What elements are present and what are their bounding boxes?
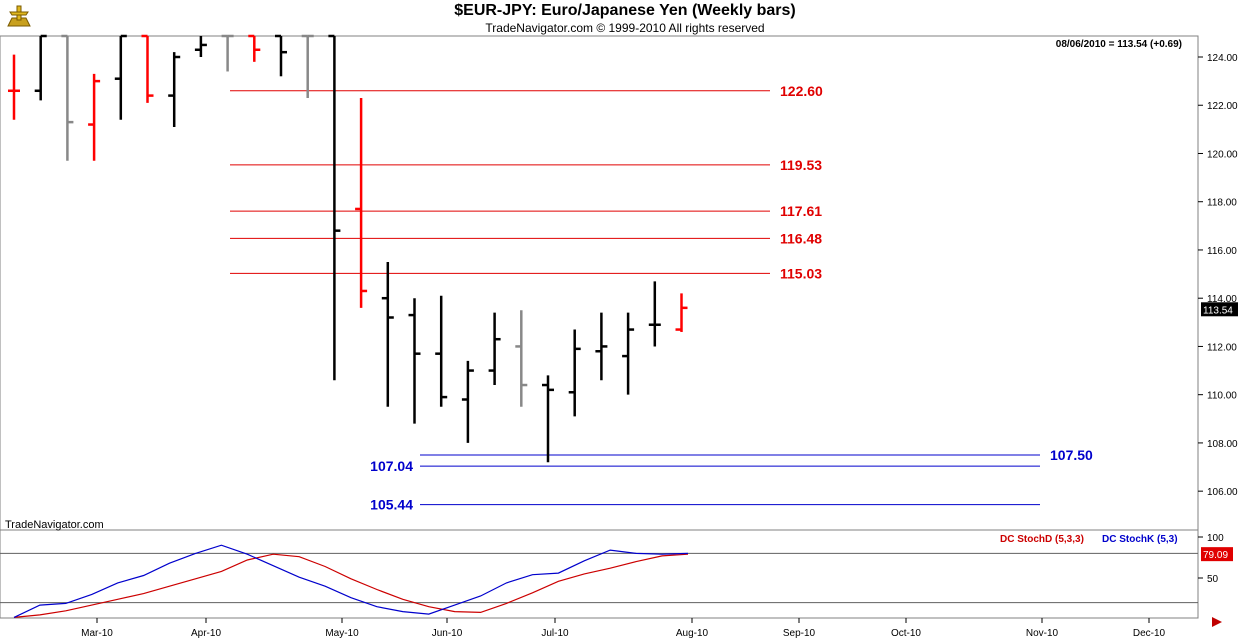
- price-bar: [568, 329, 581, 417]
- time-tick-label: Apr-10: [191, 628, 221, 639]
- chart-subtitle: TradeNavigator.com © 1999-2010 All right…: [485, 21, 765, 35]
- time-tick-label: Aug-10: [676, 628, 709, 639]
- price-tick-label: 110.00: [1207, 391, 1237, 402]
- price-bar: [648, 281, 661, 347]
- stoch-k-line: [13, 544, 689, 618]
- resistance-label: 122.60: [780, 83, 823, 99]
- price-tick-label: 122.00: [1207, 101, 1238, 112]
- time-tick-label: Mar-10: [81, 628, 113, 639]
- price-bar: [675, 293, 688, 332]
- legend-stoch-d: DC StochD (5,3,3): [1000, 534, 1084, 545]
- stoch-d-line: [13, 553, 689, 618]
- logo-icon: [7, 5, 31, 27]
- price-tick-label: 106.00: [1207, 487, 1238, 498]
- price-bar: [194, 36, 207, 57]
- price-bar: [114, 34, 127, 120]
- time-tick-label: May-10: [325, 628, 359, 639]
- price-tick-label: 120.00: [1207, 149, 1238, 160]
- price-tick-label: 118.00: [1207, 198, 1237, 209]
- last-price-label: 113.54: [1203, 305, 1233, 316]
- price-bar: [381, 262, 394, 407]
- support-label: 107.04: [370, 458, 413, 474]
- support-label: 105.44: [370, 497, 413, 513]
- price-bar: [328, 34, 341, 381]
- price-bar: [595, 312, 608, 381]
- resistance-label: 115.03: [780, 265, 822, 281]
- price-bar: [248, 34, 261, 62]
- price-bar: [461, 360, 474, 443]
- price-bar: [275, 34, 287, 77]
- price-bar: [515, 310, 528, 407]
- price-tick-label: 124.00: [1207, 53, 1238, 64]
- support-label: 107.50: [1050, 447, 1093, 463]
- price-panel: [0, 35, 1199, 531]
- price-bar: [622, 312, 635, 395]
- stoch-last-box: [1201, 547, 1233, 562]
- price-tick-label: 108.00: [1207, 439, 1238, 450]
- scroll-right-icon[interactable]: [1212, 617, 1222, 627]
- time-tick-label: Oct-10: [891, 628, 921, 639]
- watermark-text: TradeNavigator.com: [5, 519, 104, 531]
- price-bar: [168, 52, 181, 127]
- stoch-tick-label: 50: [1207, 574, 1219, 585]
- stoch-tick-label: 100: [1207, 533, 1224, 544]
- resistance-label: 117.61: [780, 203, 822, 219]
- chart-title: $EUR-JPY: Euro/Japanese Yen (Weekly bars…: [454, 2, 796, 19]
- stoch-last-label: 79.09: [1203, 550, 1228, 561]
- time-tick-label: Dec-10: [1133, 628, 1166, 639]
- price-bar: [301, 34, 314, 99]
- time-tick-label: Jul-10: [541, 628, 569, 639]
- time-tick-label: Jun-10: [432, 628, 463, 639]
- legend-stoch-k: DC StochK (5,3): [1102, 534, 1178, 545]
- last-price-box: [1201, 302, 1238, 317]
- price-tick-label: 114.00: [1207, 294, 1237, 305]
- price-bar: [34, 34, 47, 101]
- price-bar: [88, 73, 101, 161]
- resistance-label: 119.53: [780, 157, 822, 173]
- price-tick-label: 116.00: [1207, 246, 1237, 257]
- price-bar: [542, 375, 554, 463]
- price-bar: [435, 295, 448, 407]
- price-tick-label: 112.00: [1207, 342, 1237, 353]
- price-bar: [221, 34, 234, 72]
- resistance-label: 116.48: [780, 230, 822, 246]
- price-bar: [488, 312, 501, 386]
- price-bar: [141, 34, 154, 103]
- info-readout: 08/06/2010 = 113.54 (+0.69): [1056, 39, 1182, 50]
- price-bar: [408, 298, 421, 424]
- price-bar: [355, 98, 368, 308]
- price-bar: [8, 54, 20, 120]
- time-tick-label: Sep-10: [783, 628, 816, 639]
- time-tick-label: Nov-10: [1026, 628, 1059, 639]
- price-bar: [61, 34, 74, 161]
